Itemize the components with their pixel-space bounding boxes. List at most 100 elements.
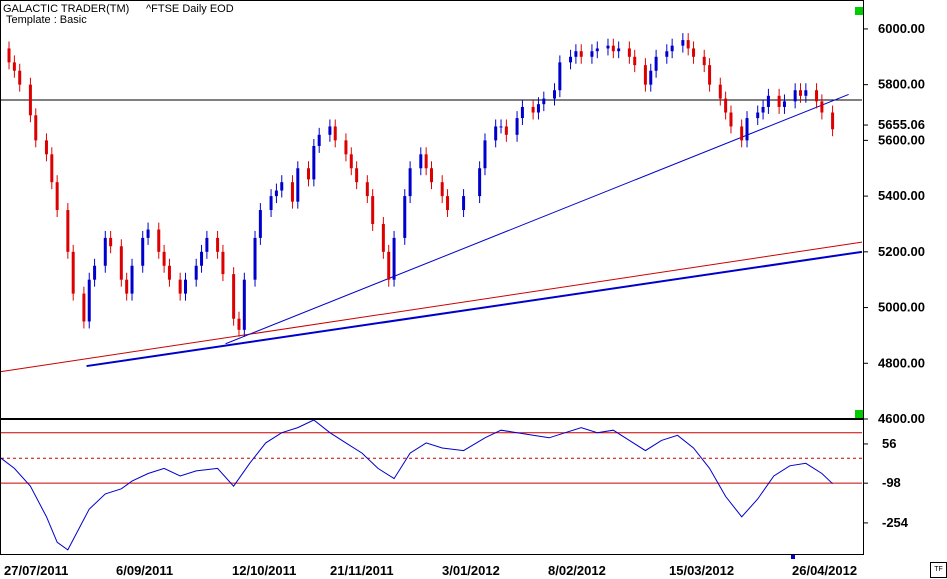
candle-body	[756, 112, 760, 119]
candles	[7, 33, 835, 337]
candle-body	[12, 62, 16, 71]
y-tick-label: 5200.00	[878, 244, 925, 259]
candle-body	[125, 279, 129, 294]
candle-body	[558, 62, 562, 91]
candle-body	[167, 265, 171, 280]
candle-body	[93, 265, 97, 280]
candle-body	[569, 56, 573, 63]
rsi-axis: 56 -98 -254	[863, 436, 909, 530]
candle-body	[745, 118, 749, 141]
candle-body	[777, 95, 781, 107]
candle-body	[478, 168, 482, 197]
pane-resize-handle-bottom[interactable]	[855, 410, 863, 418]
trendline	[86, 250, 863, 368]
candle-body	[290, 182, 294, 202]
candle-body	[162, 251, 166, 266]
candle-body	[34, 115, 38, 141]
candle-body	[536, 104, 540, 113]
candle-body	[419, 154, 423, 169]
pane-resize-handle-top[interactable]	[855, 7, 863, 15]
candle-body	[617, 48, 621, 52]
candle-body	[611, 45, 615, 52]
candle-body	[627, 48, 631, 57]
x-tick-label: 15/03/2012	[669, 563, 734, 578]
candle-body	[66, 210, 70, 252]
candle-body	[462, 196, 466, 211]
candle-body	[237, 318, 241, 330]
x-tick-label: 3/01/2012	[442, 563, 500, 578]
candle-body	[130, 265, 134, 294]
candle-body	[702, 56, 706, 66]
candle-body	[766, 95, 770, 107]
date-axis: 27/07/2011 6/09/2011 12/10/2011 21/11/2011 3…	[4, 555, 857, 578]
candle-body	[590, 51, 594, 57]
candle-body	[387, 251, 391, 280]
candle-body	[553, 90, 556, 99]
main-pane-frame	[0, 0, 864, 419]
date-cursor-marker	[791, 555, 795, 559]
candle-body	[296, 168, 300, 202]
x-tick-label: 8/02/2012	[548, 563, 606, 578]
candle-body	[579, 51, 583, 57]
template-label: Template : Basic	[6, 14, 87, 26]
tf-button[interactable]: TF	[930, 562, 947, 578]
rsi-line-group	[0, 419, 833, 551]
x-tick-label: 26/04/2012	[792, 563, 857, 578]
candle-body	[178, 279, 182, 294]
y-tick-label: 4600.00	[878, 411, 925, 426]
rsi-band-lines	[1, 432, 862, 484]
candle-body	[799, 90, 802, 96]
candle-body	[446, 196, 450, 211]
candle-body	[253, 237, 257, 280]
y-tick-label: -98	[882, 475, 901, 490]
candle-body	[403, 196, 407, 238]
candle-body	[692, 48, 696, 57]
candle-body	[355, 168, 359, 183]
candle-body	[665, 51, 669, 57]
y-tick-label: 5655.06	[878, 117, 925, 132]
candle-body	[55, 182, 59, 211]
candle-body	[371, 196, 375, 224]
x-tick-label: 6/09/2011	[116, 563, 173, 578]
candle-body	[643, 65, 647, 85]
candle-body	[483, 140, 487, 169]
candle-body	[408, 168, 412, 197]
candle-body	[520, 106, 524, 119]
candle-body	[708, 65, 712, 85]
candle-body	[761, 106, 765, 113]
candle-body	[119, 246, 123, 280]
app-title: GALACTIC TRADER(TM)	[3, 3, 130, 15]
candle-body	[782, 101, 786, 107]
y-tick-label: 5800.00	[878, 77, 925, 92]
candle-body	[333, 126, 337, 141]
candle-body	[242, 279, 246, 330]
candle-body	[28, 84, 32, 116]
candle-body	[307, 168, 310, 180]
x-tick-label: 27/07/2011	[4, 563, 68, 578]
trendline	[0, 241, 863, 373]
candle-body	[430, 168, 433, 183]
y-tick-label: 5400.00	[878, 188, 925, 203]
candle-body	[606, 45, 610, 49]
candle-body	[82, 293, 86, 322]
candle-body	[349, 154, 353, 169]
y-tick-label: 4800.00	[878, 355, 925, 370]
candle-body	[649, 70, 653, 85]
candle-body	[317, 134, 321, 146]
candle-body	[18, 70, 22, 85]
candle-body	[280, 182, 284, 191]
candle-body	[328, 126, 332, 135]
candle-body	[71, 251, 75, 294]
candle-body	[686, 40, 690, 49]
candle-body	[365, 182, 369, 197]
rsi-line	[0, 419, 833, 551]
x-tick-label: 21/11/2011	[330, 563, 394, 578]
candle-body	[515, 118, 519, 135]
candle-body	[392, 237, 396, 280]
rsi-pane-frame	[0, 419, 864, 555]
candle-body	[595, 48, 599, 52]
candle-body	[729, 112, 733, 127]
candle-body	[344, 140, 348, 155]
